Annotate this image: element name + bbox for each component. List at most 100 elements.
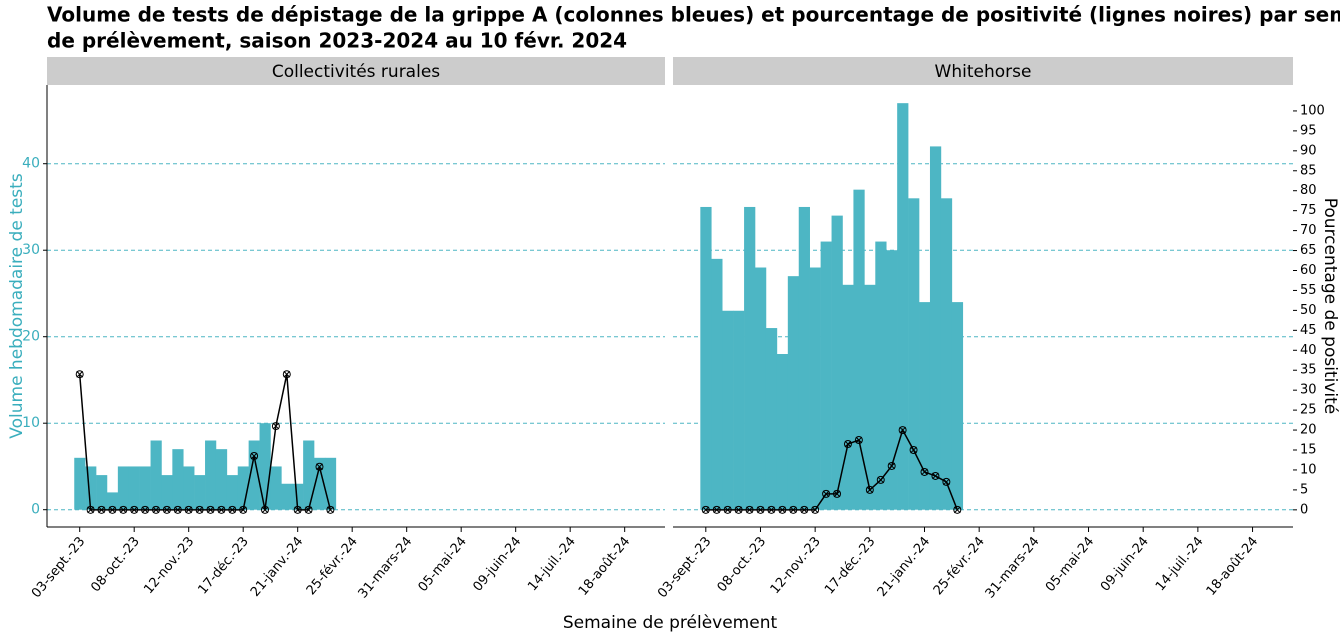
point-circle [767,505,776,514]
point-marker [909,446,918,455]
point-marker [789,505,798,514]
x-tick-label: 31-mars-24 [983,534,1043,601]
point-marker [293,505,302,514]
bar [161,475,173,510]
point-marker [887,461,896,470]
y2-axis-label: Pourcentage de positivité [1320,198,1340,414]
point-circle [282,370,291,379]
point-marker [326,505,335,514]
y2-tick-label: 25 [1300,403,1317,418]
point-marker [108,505,117,514]
point-cross [702,506,710,514]
point-circle [701,505,710,514]
point-marker [304,505,313,514]
bar [205,440,217,510]
point-marker [250,451,259,460]
point-circle [778,505,787,514]
point-cross [174,506,182,514]
point-circle [326,505,335,514]
point-cross [888,462,896,470]
x-tick-label: 31-mars-24 [356,534,416,601]
point-circle [898,426,907,435]
point-cross [327,506,334,514]
point-cross [855,436,863,444]
point-marker [822,489,831,498]
y-tick-label: 40 [22,156,40,172]
bar [875,241,887,510]
point-cross [735,506,742,514]
point-circle [293,505,302,514]
point-marker [942,477,951,486]
bar [248,440,260,510]
x-tick-label: 18-août-24 [1204,534,1262,599]
point-cross [746,506,753,514]
point-cross [800,506,808,514]
bar [831,215,843,510]
facet-strip [673,57,1293,85]
point-cross [163,506,171,514]
point-marker [800,505,809,514]
point-cross [768,506,775,514]
bar [270,466,282,510]
point-circle [734,505,743,514]
x-tick-label: 17-déc.-23 [822,534,878,597]
bar [281,483,293,510]
y2-tick-label: 35 [1300,363,1317,378]
bar [733,310,745,510]
facet-title: Whitehorse [935,62,1032,82]
point-marker [271,422,280,431]
x-tick-label: 03-sept.-23 [655,534,715,601]
point-marker [723,505,732,514]
bar [314,457,326,510]
bar [292,483,304,510]
x-tick-label: 14-juil.-24 [525,534,579,594]
point-marker [130,505,139,514]
bar [820,241,832,510]
point-cross [811,506,819,514]
y2-tick-label: 80 [1300,183,1317,198]
point-circle [712,505,721,514]
point-marker [119,505,128,514]
y2-tick-label: 5 [1300,482,1308,497]
y-tick-label: 0 [31,502,40,518]
x-tick-label: 18-août-24 [576,534,634,599]
point-circle [920,467,929,476]
x-tick-label: 14-juil.-24 [1153,534,1207,594]
x-tick-label: 12-nov.-23 [141,534,197,597]
point-marker [865,485,874,494]
point-cross [778,506,786,514]
y2-tick-label: 45 [1300,323,1317,338]
point-marker [920,467,929,476]
point-cross [844,440,852,448]
bar [765,328,778,510]
y2-tick-label: 15 [1300,443,1317,458]
point-cross [119,506,127,514]
point-circle [162,505,171,514]
point-cross [141,506,149,514]
x-tick-label: 25-févr.-24 [931,534,988,598]
point-marker [315,462,324,471]
y2-tick-label: 50 [1300,303,1317,318]
point-circle [953,505,962,514]
point-circle [811,505,820,514]
point-cross [294,506,302,514]
point-marker [260,505,269,514]
bar [324,457,337,510]
bar [303,440,315,510]
chart-title: de prélèvement, saison 2023-2024 au 10 f… [47,29,627,53]
point-circle [151,505,160,514]
point-marker [811,505,820,514]
point-circle [260,505,269,514]
point-circle [800,505,809,514]
bar [259,423,271,510]
point-marker [75,370,84,379]
bar [864,284,876,510]
point-cross [910,446,917,454]
point-circle [304,505,313,514]
point-circle [108,505,117,514]
y2-tick-label: 75 [1300,203,1317,218]
y-tick-label: 10 [22,415,40,431]
x-tick-label: 12-nov.-23 [768,534,824,597]
point-circle [789,505,798,514]
point-marker [206,505,215,514]
